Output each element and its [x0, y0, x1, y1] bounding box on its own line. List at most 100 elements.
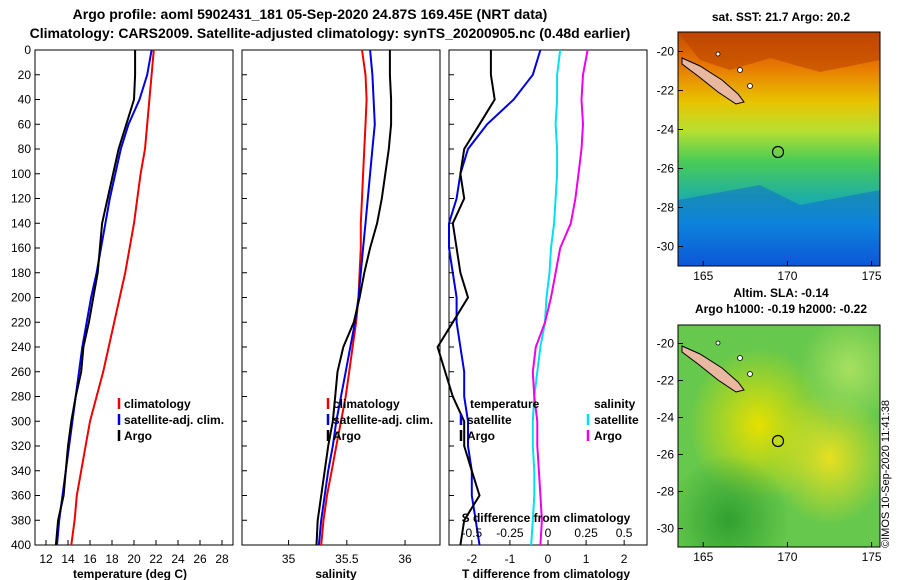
legend-label-argo: Argo [333, 429, 361, 443]
series-satellite-adj-clim- [317, 49, 376, 546]
map-lat-label: -22 [657, 84, 675, 98]
island-dot [747, 371, 753, 377]
sst-warm-patch [678, 32, 880, 72]
profile-axes: 12 14 16 18 20 22 24 26 280204060801001201401601… [11, 43, 633, 566]
series-climatology [70, 49, 155, 546]
y-tick-label: 240 [11, 340, 31, 354]
y-tick-label: 260 [11, 365, 31, 379]
temperature-legend: climatology satellite-adj. clim. Argo [117, 397, 224, 443]
series-satellite-adj-clim- [56, 49, 153, 546]
legend-label-argo: Argo [124, 429, 152, 443]
y-tick-label: 140 [11, 216, 31, 230]
y-tick-label: 220 [11, 315, 31, 329]
map-lat-label: -28 [657, 485, 675, 499]
temperature-plot [54, 49, 155, 546]
s-tick-label: -0.25 [496, 526, 524, 540]
new-caledonia-island [681, 57, 745, 105]
x-tick-label: 35 [282, 552, 296, 566]
argo-location-marker [771, 434, 785, 448]
y-tick-label: 120 [11, 192, 31, 206]
y-tick-label: 0 [24, 43, 31, 57]
s-tick-label: -0.5 [462, 526, 483, 540]
y-tick-label: 200 [11, 291, 31, 305]
island-dot [715, 51, 721, 57]
series-temperature-satellite [448, 49, 542, 546]
map-lon-label: 170 [777, 269, 797, 283]
legend-label-s-argo: Argo [594, 429, 622, 443]
y-tick-label: 300 [11, 414, 31, 428]
salinity-plot-frame [241, 49, 441, 546]
map-lon-label: 175 [862, 269, 882, 283]
y-tick-label: 40 [18, 93, 32, 107]
sst-map-axes: 165 170 175 -20 -22 -24 -26 -28 -30 [657, 45, 882, 284]
x-tick-label: 12 [39, 552, 53, 566]
island-dot [747, 83, 753, 89]
y-tick-label: 60 [18, 117, 32, 131]
x-tick-label: 28 [215, 552, 229, 566]
legend-label-t-satellite: satellite [467, 413, 512, 427]
y-tick-label: 160 [11, 241, 31, 255]
difference-legend: temperature salinity satellite Argo sate… [459, 397, 639, 443]
x-tick-label: 1 [583, 552, 590, 566]
temperature-axis-label: temperature (deg C) [73, 567, 187, 580]
series-salinity-argo [531, 49, 589, 546]
x-tick-label: 22 [149, 552, 163, 566]
map-lat-label: -24 [657, 411, 675, 425]
y-tick-label: 20 [18, 68, 32, 82]
y-tick-label: 320 [11, 439, 31, 453]
map-lon-label: 170 [777, 550, 797, 564]
sla-map-title-1: Altim. SLA: -0.14 [733, 286, 829, 300]
x-tick-label: 24 [171, 552, 185, 566]
x-tick-label: -1 [505, 552, 516, 566]
y-tick-label: 80 [18, 142, 32, 156]
island-dot [737, 355, 743, 361]
salinity-plot [315, 49, 393, 546]
map-lon-label: 165 [693, 550, 713, 564]
map-lon-label: 175 [862, 550, 882, 564]
map-lat-label: -26 [657, 162, 675, 176]
map-lon-label: 165 [693, 269, 713, 283]
header-title-line2: Climatology: CARS2009. Satellite-adjuste… [29, 25, 631, 41]
salinity-legend: climatology satellite-adj. clim. Argo [326, 397, 433, 443]
y-tick-label: 380 [11, 513, 31, 527]
sla-map-frame [677, 324, 881, 548]
y-tick-label: 340 [11, 464, 31, 478]
legend-label-s-satellite: satellite [594, 413, 639, 427]
series-salinity-satellite [530, 49, 562, 546]
x-tick-label: 36 [398, 552, 412, 566]
difference-plot [436, 49, 589, 546]
series-argo [315, 50, 393, 546]
sla-map-title-2: Argo h1000: -0.19 h2000: -0.22 [694, 302, 868, 316]
x-tick-label: -2 [467, 552, 478, 566]
x-tick-label: 20 [127, 552, 141, 566]
x-tick-label: 0 [545, 552, 552, 566]
s-tick-label: 0.5 [616, 526, 633, 540]
salinity-axis-label: salinity [315, 567, 357, 580]
x-tick-label: 26 [193, 552, 207, 566]
map-lat-label: -28 [657, 201, 675, 215]
sst-map: 165 170 175 -20 -22 -24 -26 -28 -30 [657, 31, 882, 284]
x-tick-label: 2 [621, 552, 628, 566]
y-tick-label: 100 [11, 167, 31, 181]
s-tick-label: 0 [545, 526, 552, 540]
temperature-plot-frame [34, 49, 234, 546]
x-tick-label: 35.5 [335, 552, 359, 566]
t-difference-axis-label: T difference from climatology [462, 567, 630, 580]
legend-title-temperature: temperature [470, 397, 540, 411]
series-argo [54, 50, 137, 546]
sst-map-frame [677, 31, 881, 267]
sla-map-axes: 165 170 175 -20 -22 -24 -26 -28 -30 [657, 337, 882, 565]
series-temperature-argo [436, 50, 496, 546]
sst-cool-patch [678, 185, 880, 266]
sst-map-title: sat. SST: 21.7 Argo: 20.2 [711, 10, 851, 24]
sla-map: 165 170 175 -20 -22 -24 -26 -28 -30 [657, 324, 882, 565]
legend-label-climatology: climatology [333, 397, 400, 411]
x-tick-label: 14 [61, 552, 75, 566]
s-tick-label: 0.25 [574, 526, 598, 540]
y-tick-label: 280 [11, 390, 31, 404]
map-lat-label: -20 [657, 45, 675, 59]
legend-label-climatology: climatology [124, 397, 191, 411]
map-lat-label: -30 [657, 240, 675, 254]
y-tick-label: 180 [11, 266, 31, 280]
